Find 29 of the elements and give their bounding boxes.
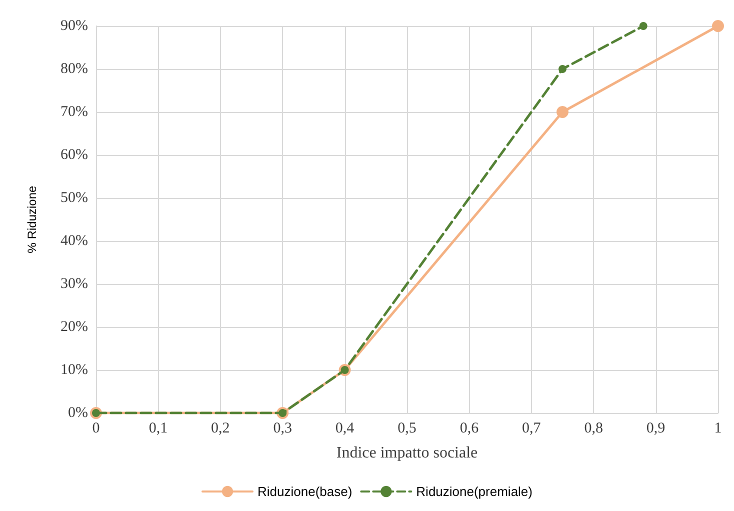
x-tick-label: 0,4 (335, 420, 355, 436)
x-tick-label: 1 (714, 420, 722, 436)
x-axis-title: Indice impatto sociale (336, 444, 478, 462)
y-tick-label: 90% (60, 18, 88, 34)
point (639, 22, 648, 30)
x-tick-label: 0,3 (273, 420, 292, 436)
y-tick-label: 10% (60, 362, 88, 378)
x-tick-label: 0,8 (584, 420, 603, 436)
y-tick-label: 30% (60, 276, 88, 292)
y-tick-label: 0% (68, 405, 88, 421)
x-tick-label: 0 (92, 420, 100, 436)
x-tick-label: 0,7 (522, 420, 542, 436)
y-tick-label: 20% (60, 319, 88, 335)
y-tick-label: 50% (60, 190, 88, 206)
y-tick-label: 70% (60, 104, 88, 120)
x-tick-label: 0,9 (646, 420, 666, 436)
point (712, 20, 724, 32)
y-tick-label: 80% (60, 61, 88, 77)
x-tick-label: 0,5 (398, 420, 416, 436)
x-tick-label: 0,2 (211, 420, 230, 436)
x-tick-label: 0,1 (148, 420, 168, 436)
y-axis-title: % Riduzione (25, 185, 39, 254)
y-tick-label: 60% (60, 147, 88, 163)
point (558, 65, 566, 73)
point (556, 106, 568, 118)
legend-label: Riduzione(base) (258, 484, 352, 499)
y-tick-label: 40% (60, 233, 88, 249)
legend-label: Riduzione(premiale) (416, 484, 532, 499)
x-tick-label: 0,6 (460, 420, 480, 436)
